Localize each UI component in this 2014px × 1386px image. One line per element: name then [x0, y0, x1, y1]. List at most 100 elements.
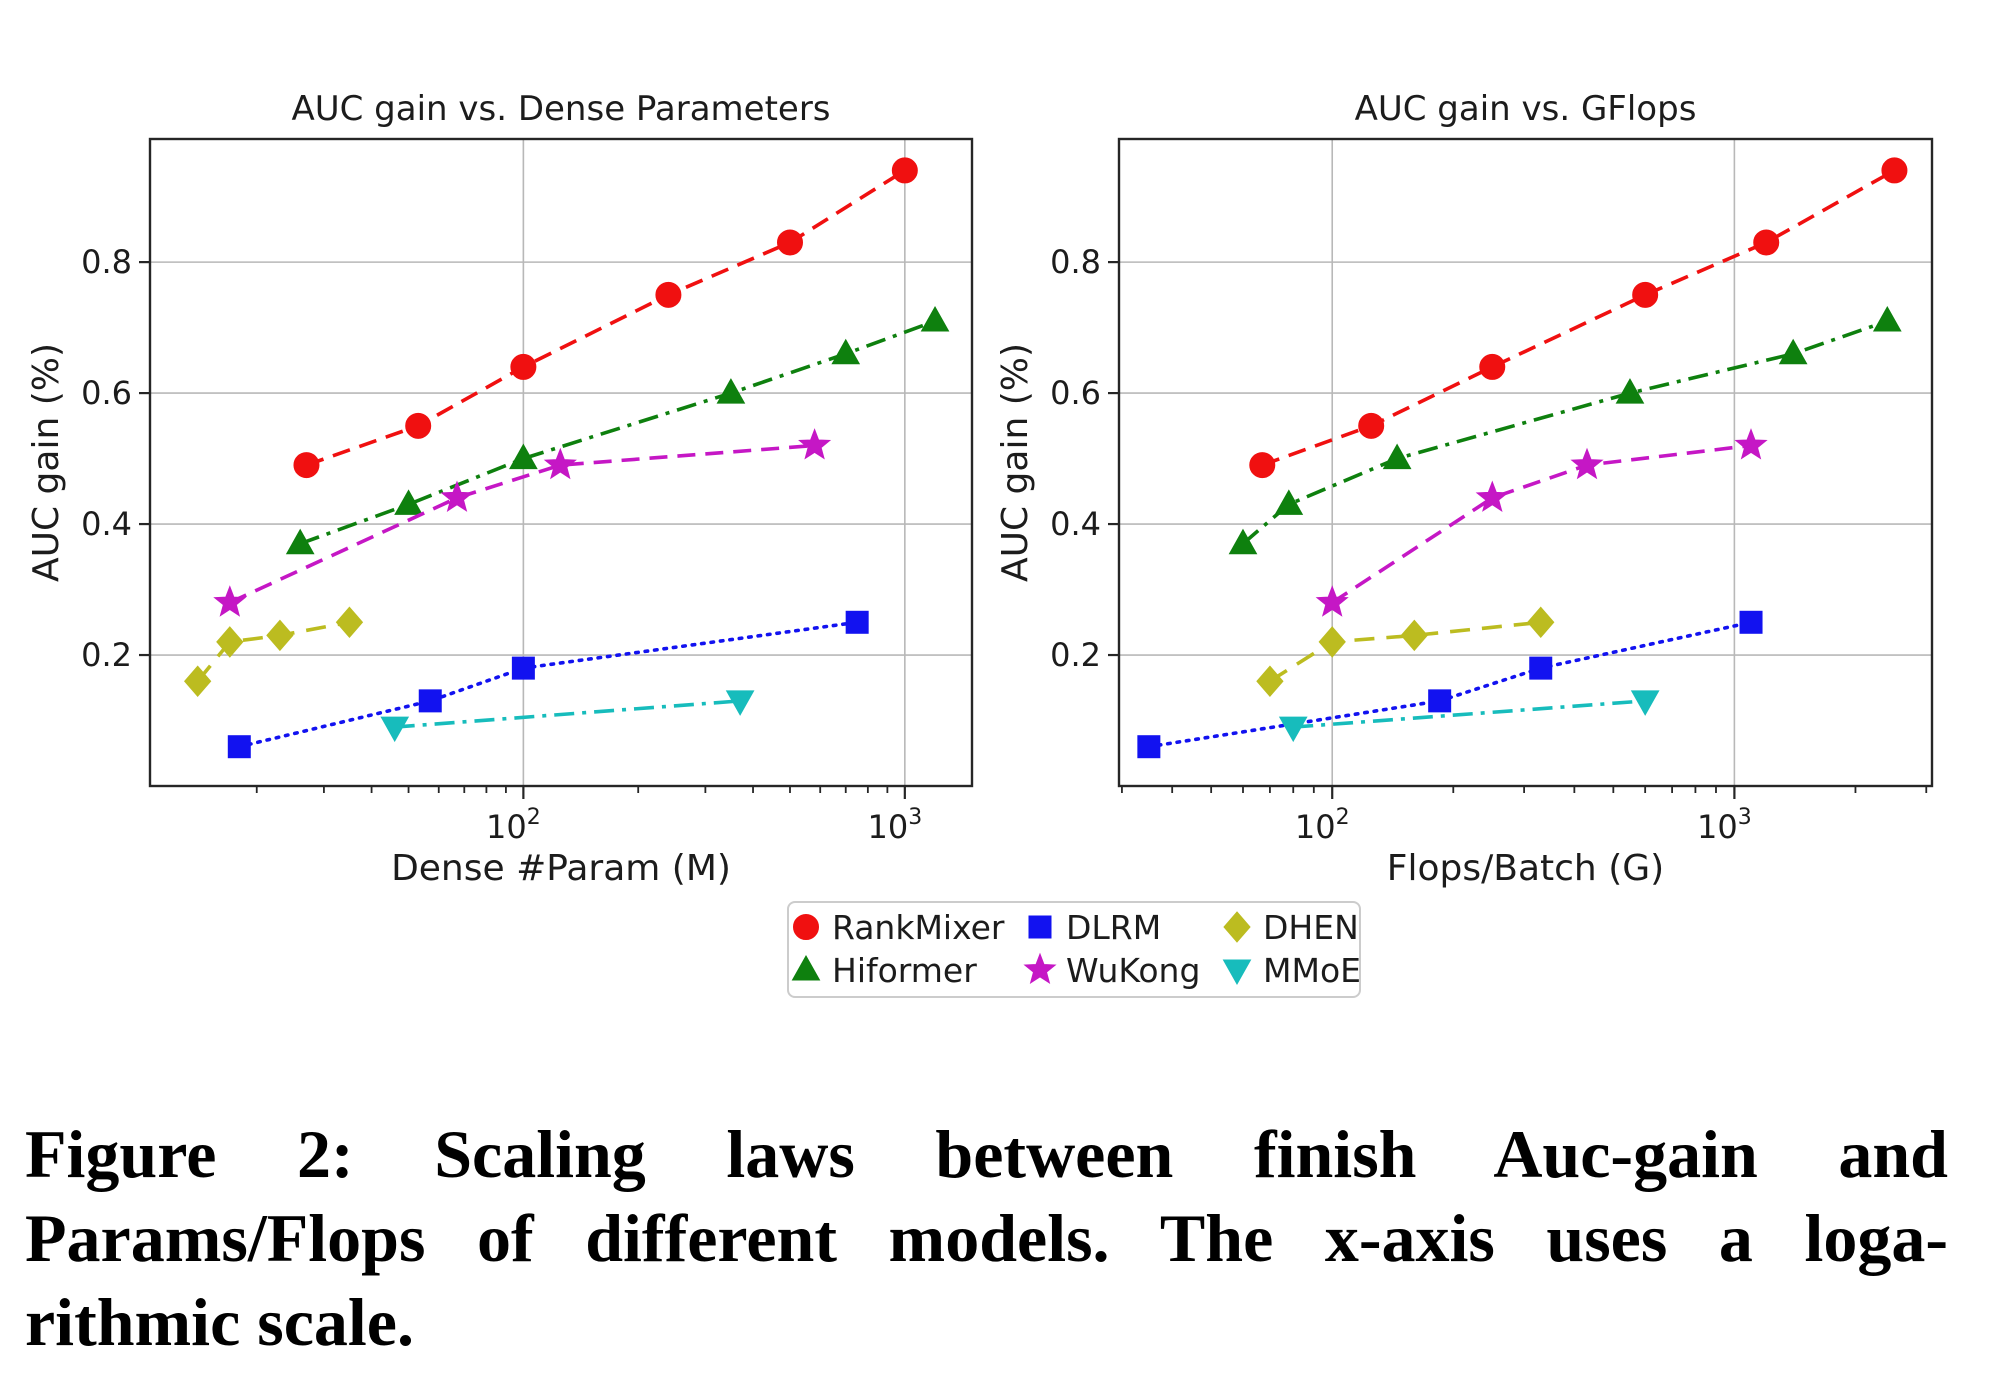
square-marker [1428, 689, 1452, 713]
diamond-marker [335, 606, 364, 639]
star-marker [213, 585, 247, 617]
circle-marker [1881, 157, 1908, 184]
diamond-marker [1400, 619, 1428, 652]
figure-2-charts: 0.2 0.4 0.6 0.8 102 103 AUC gain vs. Dense Par… [26, 89, 1934, 998]
triangle-up-marker [1615, 378, 1645, 404]
triangle-down-marker [1222, 959, 1252, 986]
x-axis-label: Dense #Param (M) [391, 848, 731, 889]
diamond-marker [1223, 911, 1251, 943]
x-tick-label: 103 [867, 805, 922, 846]
circle-marker [793, 914, 819, 940]
circle-marker [776, 229, 803, 256]
triangle-up-marker [920, 306, 950, 332]
plot-auc-vs-dense-params: 0.2 0.4 0.6 0.8 102 103 AUC gain vs. Dense Par… [26, 89, 974, 889]
legend: RankMixer DLRM DHEN Hiformer WuKong MMoE [787, 901, 1361, 998]
diamond-marker [266, 619, 294, 652]
triangle-up-marker [1228, 528, 1258, 555]
x-tick-label: 103 [1697, 805, 1752, 846]
series-mmoe [380, 690, 755, 743]
square-marker [1137, 735, 1161, 759]
series-dhen [1256, 606, 1555, 697]
caption-line-3: rithmic scale. [25, 1284, 414, 1360]
circle-marker [1358, 412, 1385, 439]
y-tick-label: 0.6 [1050, 374, 1101, 412]
y-tick-label: 0.8 [1050, 243, 1101, 281]
y-axis-label: AUC gain (%) [995, 343, 1036, 582]
legend-item-dhen: DHEN [1223, 908, 1359, 947]
y-tick-label: 0.2 [1050, 636, 1101, 674]
triangle-up-marker [509, 443, 538, 470]
x-tick-label: 102 [486, 805, 541, 846]
x-axis-label: Flops/Batch (G) [1387, 848, 1664, 889]
series-rankmixer [293, 157, 918, 479]
legend-item-hiformer: Hiformer [791, 951, 977, 990]
diamond-marker [216, 626, 244, 658]
legend-item-dlrm: DLRM [1028, 908, 1161, 947]
x-tick-label: 102 [1295, 805, 1350, 846]
caption-line-1: Figure 2: Scaling laws between finish Au… [25, 1116, 1948, 1192]
series-dlrm [1137, 610, 1763, 759]
triangle-up-marker [1382, 443, 1412, 470]
triangle-up-marker [394, 489, 423, 515]
legend-label: WuKong [1066, 951, 1200, 990]
legend-label: DLRM [1066, 908, 1161, 947]
triangle-down-marker [725, 690, 755, 716]
axes-box [1117, 137, 1934, 788]
y-axis-label: AUC gain (%) [26, 343, 67, 582]
star-marker [440, 480, 474, 512]
series-hiformer [1228, 306, 1902, 555]
circle-marker [405, 412, 432, 439]
circle-marker [655, 281, 682, 308]
series-dhen [183, 606, 364, 697]
triangle-up-marker [1274, 489, 1304, 515]
legend-label: DHEN [1263, 908, 1359, 947]
triangle-down-marker [1630, 690, 1660, 716]
x-axis: 102 103 [255, 786, 922, 846]
circle-marker [510, 353, 537, 380]
square-marker [845, 610, 869, 634]
square-marker [1529, 656, 1553, 680]
circle-marker [293, 452, 320, 479]
caption-line-2: Params/Flops of different models. The x-… [25, 1200, 1948, 1276]
series-hiformer [285, 306, 950, 555]
triangle-up-marker [791, 954, 821, 981]
figure-caption: Figure 2: Scaling laws between finish Au… [25, 1112, 1948, 1364]
diamond-marker [1256, 665, 1284, 697]
y-axis: 0.2 0.4 0.6 0.8 [1050, 243, 1119, 674]
y-tick-label: 0.4 [1050, 505, 1101, 543]
legend-label: RankMixer [832, 908, 1005, 947]
circle-marker [1632, 281, 1659, 308]
star-marker [543, 447, 577, 480]
legend-label: MMoE [1263, 951, 1361, 990]
series-rankmixer [1249, 157, 1908, 479]
y-tick-label: 0.6 [81, 374, 132, 412]
series-dlrm [227, 610, 869, 759]
y-tick-label: 0.8 [81, 243, 132, 281]
circle-marker [1753, 229, 1780, 256]
circle-marker [891, 157, 918, 184]
plot-auc-vs-gflops: 0.2 0.4 0.6 0.8 102 103 AUC gain vs. GFlops Flo… [995, 89, 1934, 889]
triangle-up-marker [1778, 338, 1808, 365]
star-marker [1570, 447, 1604, 480]
triangle-up-marker [285, 528, 315, 555]
x-axis: 102 103 [1121, 786, 1928, 846]
legend-label: Hiformer [832, 951, 977, 990]
diamond-marker [1527, 606, 1555, 639]
square-marker [1739, 610, 1763, 634]
diamond-marker [183, 665, 212, 697]
axes-box [148, 137, 974, 788]
chart-title: AUC gain vs. GFlops [1355, 89, 1697, 129]
star-marker [1475, 480, 1509, 512]
square-marker [418, 689, 442, 713]
square-marker [511, 656, 535, 680]
legend-box [787, 901, 1361, 998]
triangle-up-marker [1872, 306, 1902, 332]
circle-marker [1249, 452, 1276, 479]
triangle-down-marker [1278, 716, 1308, 743]
triangle-up-marker [716, 378, 746, 404]
diamond-marker [1318, 626, 1346, 658]
legend-item-mmoe: MMoE [1222, 951, 1361, 990]
y-tick-label: 0.2 [81, 636, 132, 674]
circle-marker [1479, 353, 1506, 380]
